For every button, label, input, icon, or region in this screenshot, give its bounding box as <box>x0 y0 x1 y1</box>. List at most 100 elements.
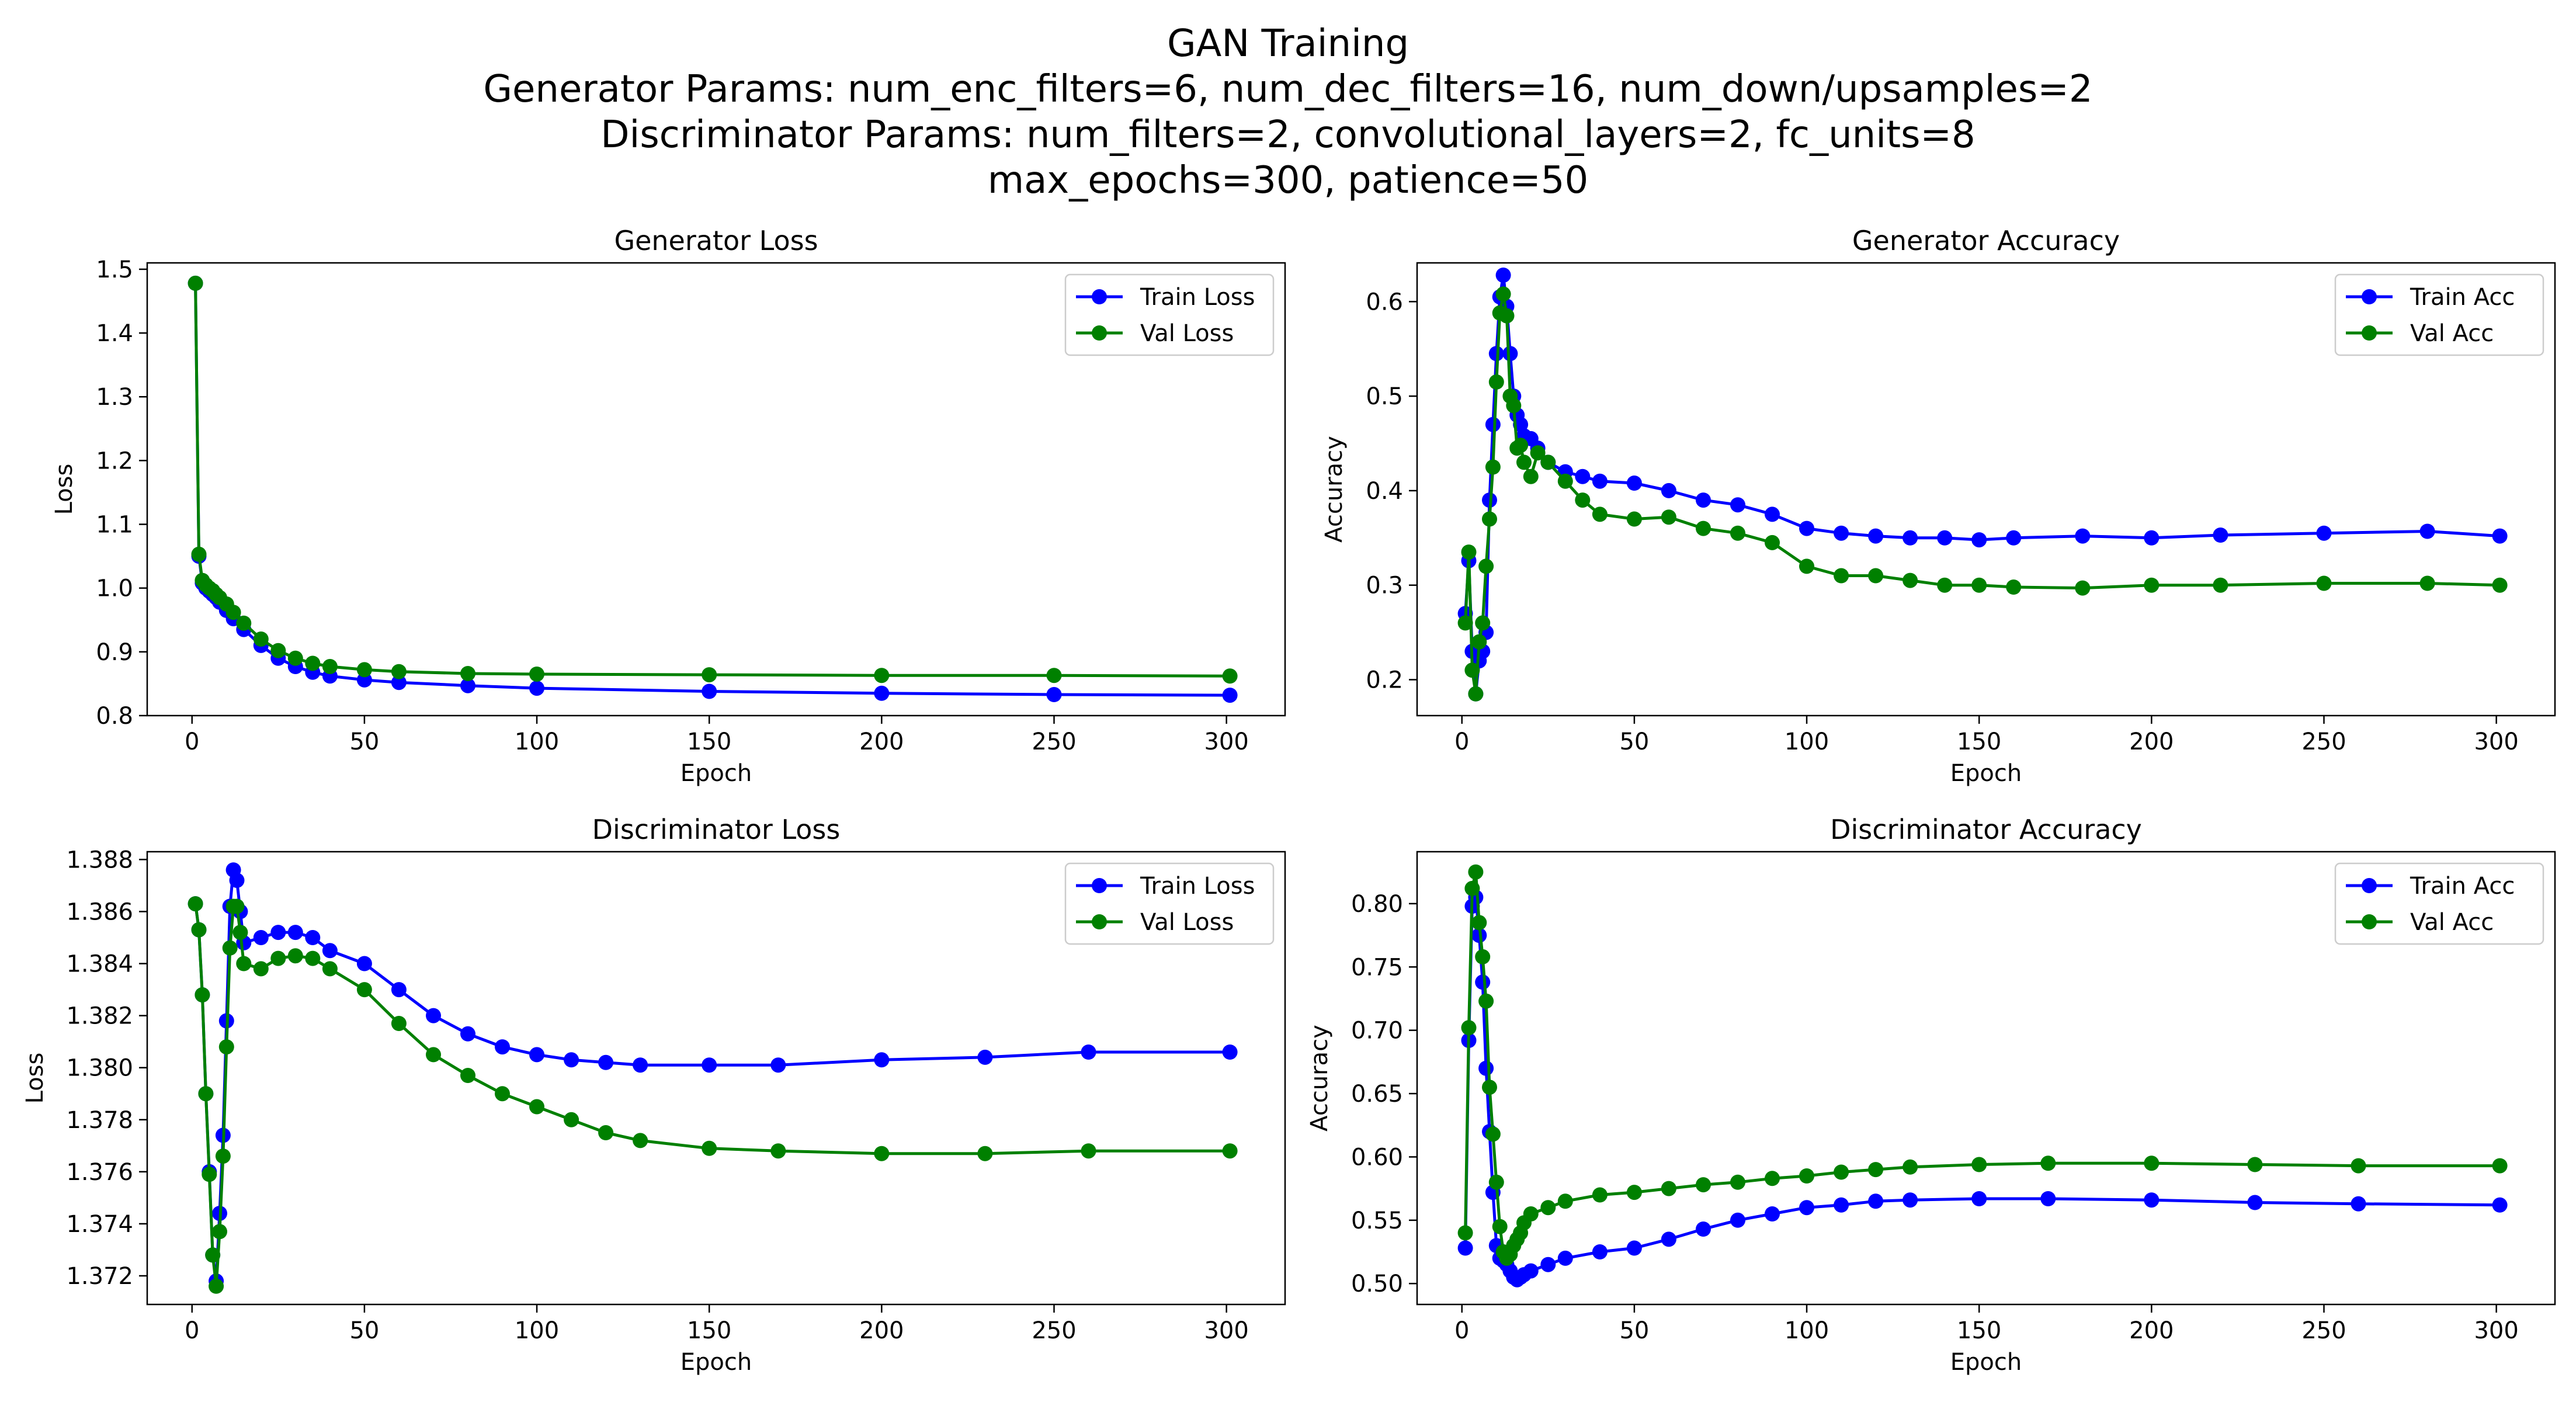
legend-entry-label: Val Acc <box>2410 909 2494 936</box>
y-tick-label: 0.3 <box>1366 572 1403 599</box>
data-point <box>287 948 303 964</box>
data-point <box>391 664 407 679</box>
data-point <box>1575 492 1591 508</box>
y-axis-label: Loss <box>51 464 78 515</box>
data-point <box>1468 864 1484 880</box>
legend-entry-label: Val Acc <box>2410 320 2494 347</box>
data-point <box>356 956 372 971</box>
y-tick-label: 1.4 <box>96 320 133 347</box>
data-point <box>1799 520 1814 536</box>
data-point <box>391 675 407 690</box>
data-point <box>1903 1159 1918 1175</box>
data-point <box>222 940 238 956</box>
y-tick-label: 0.6 <box>1366 289 1403 315</box>
data-point <box>270 950 286 966</box>
data-point <box>1478 558 1494 574</box>
data-point <box>460 1068 475 1083</box>
data-point <box>1696 1221 1711 1237</box>
y-tick-label: 1.374 <box>66 1211 133 1238</box>
data-point <box>1696 520 1711 536</box>
data-point <box>1696 1177 1711 1193</box>
data-point <box>1464 662 1480 678</box>
data-point <box>702 667 717 683</box>
legend: Train Loss Val Loss <box>1064 862 1275 945</box>
data-point <box>1765 535 1780 550</box>
data-point <box>1222 1143 1238 1159</box>
data-point <box>198 1086 214 1102</box>
x-tick-label: 50 <box>349 728 379 755</box>
data-point <box>1971 1157 1987 1172</box>
data-point <box>1557 1250 1573 1266</box>
y-tick-label: 0.9 <box>96 639 133 666</box>
data-point <box>1222 688 1238 703</box>
figure-title: GAN Training Generator Params: num_enc_f… <box>483 22 2092 202</box>
data-point <box>2006 579 2022 595</box>
legend-entry-label: Train Acc <box>2410 873 2515 900</box>
data-point <box>1592 1187 1608 1203</box>
data-point <box>1661 1181 1676 1196</box>
data-point <box>1557 1193 1573 1209</box>
plot-area <box>1457 268 2508 702</box>
data-point <box>495 1086 510 1102</box>
data-point <box>564 1112 579 1127</box>
legend-swatch-marker <box>1092 878 1107 893</box>
data-point <box>1081 1143 1096 1159</box>
data-point <box>202 1167 217 1182</box>
data-point <box>2419 575 2435 591</box>
data-point <box>236 615 252 631</box>
data-point <box>874 1052 890 1068</box>
title-line-1: GAN Training <box>1167 22 1409 65</box>
legend-swatch-marker <box>2362 914 2377 929</box>
data-point <box>188 275 203 291</box>
data-point <box>1626 511 1642 527</box>
x-tick-label: 200 <box>859 1317 904 1344</box>
data-point <box>2351 1158 2366 1174</box>
y-tick-label: 0.5 <box>1366 383 1403 410</box>
legend-entry-label: Train Acc <box>2410 284 2515 311</box>
plot-area <box>188 275 1238 703</box>
data-point <box>305 655 321 671</box>
data-point <box>356 982 372 998</box>
x-tick-label: 200 <box>2129 728 2174 755</box>
data-point <box>2247 1157 2263 1172</box>
x-tick-label: 100 <box>515 728 559 755</box>
y-tick-label: 0.70 <box>1351 1018 1403 1044</box>
y-tick-label: 1.380 <box>66 1055 133 1082</box>
data-point <box>270 643 286 658</box>
data-point <box>529 1047 544 1063</box>
y-tick-label: 0.80 <box>1351 891 1403 918</box>
legend: Train Acc Val Acc <box>2334 273 2544 356</box>
data-point <box>1834 568 1849 584</box>
y-axis-label: Accuracy <box>1321 436 1348 543</box>
data-point <box>1488 1174 1504 1190</box>
data-point <box>2213 528 2228 543</box>
data-point <box>770 1057 786 1073</box>
data-point <box>253 631 269 647</box>
data-point <box>218 1039 234 1055</box>
data-point <box>1661 1231 1676 1247</box>
legend-swatch-marker <box>1092 289 1107 304</box>
y-tick-label: 1.372 <box>66 1263 133 1290</box>
data-point <box>1730 1212 1745 1228</box>
data-point <box>2316 575 2332 591</box>
x-tick-label: 150 <box>687 728 731 755</box>
x-tick-label: 0 <box>1454 728 1469 755</box>
data-point <box>702 1140 717 1156</box>
data-point <box>1971 532 1987 548</box>
data-point <box>1834 1164 1849 1180</box>
data-point <box>1485 1126 1501 1142</box>
data-point <box>770 1143 786 1159</box>
data-point <box>1492 1219 1508 1234</box>
data-point <box>1592 473 1608 489</box>
data-point <box>305 950 321 966</box>
data-point <box>1937 530 1953 546</box>
y-tick-label: 0.75 <box>1351 954 1403 981</box>
data-point <box>2006 530 2022 546</box>
data-point <box>874 1146 890 1161</box>
data-point <box>564 1052 579 1068</box>
data-point <box>287 925 303 941</box>
x-axis-label: Epoch <box>1950 1349 2022 1376</box>
x-tick-label: 50 <box>1619 1317 1649 1344</box>
data-point <box>2351 1196 2366 1212</box>
